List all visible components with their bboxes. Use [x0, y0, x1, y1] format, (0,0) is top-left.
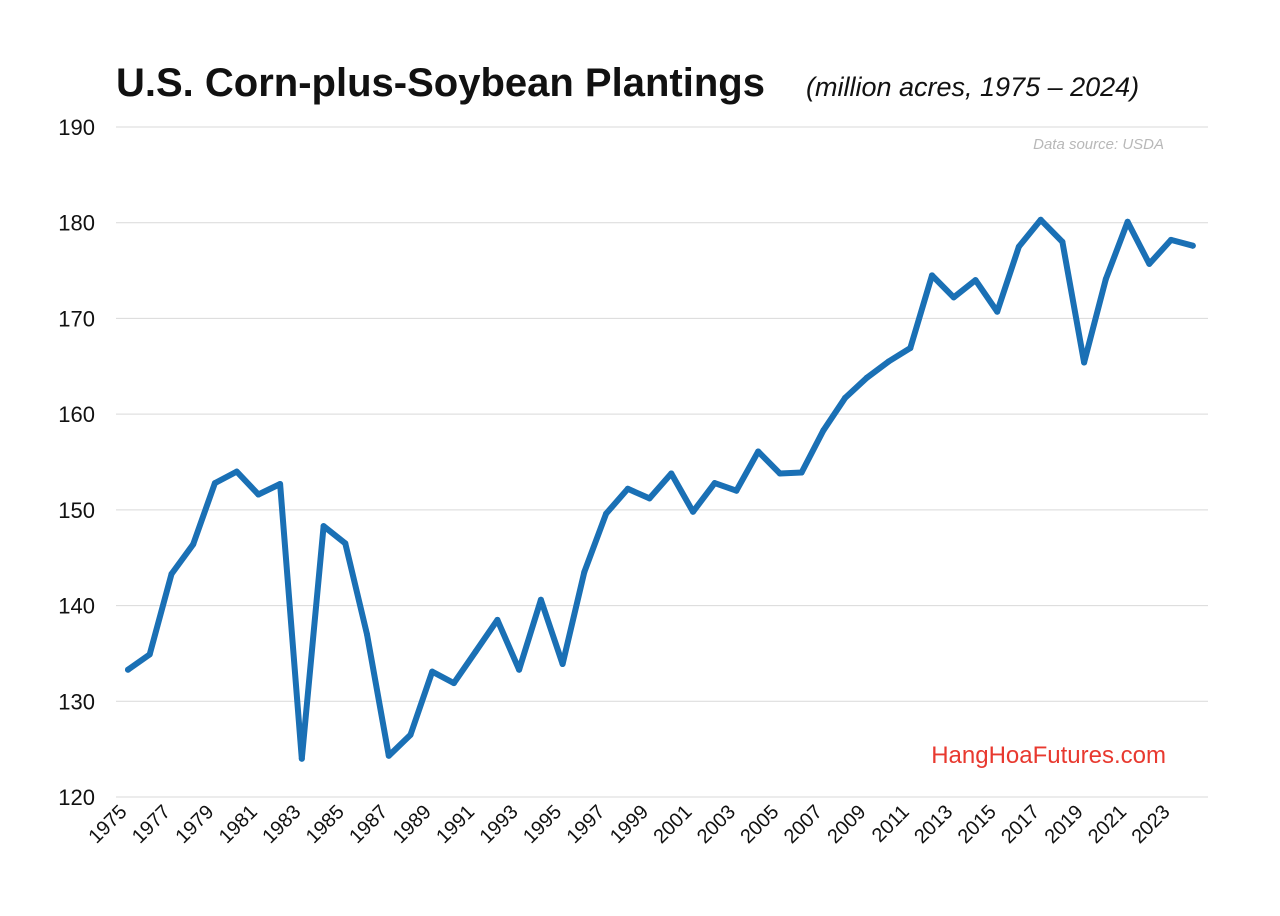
- y-tick-label: 140: [58, 594, 95, 619]
- x-tick-label: 1997: [563, 801, 610, 848]
- data-point-1992: [494, 616, 501, 623]
- x-tick-label: 2009: [823, 801, 870, 848]
- x-tick-label: 1985: [302, 801, 349, 848]
- x-tick-label: 2011: [868, 801, 914, 847]
- data-point-1979: [211, 480, 218, 487]
- data-point-1980: [233, 468, 240, 475]
- series-line: [125, 216, 1196, 762]
- data-point-2021: [1124, 218, 1131, 225]
- data-point-2003: [733, 487, 740, 494]
- x-tick-label: 2015: [954, 801, 1001, 848]
- data-point-1978: [190, 541, 197, 548]
- x-tick-label: 2017: [997, 801, 1044, 848]
- data-point-2011: [907, 345, 914, 352]
- data-point-2004: [755, 448, 762, 455]
- data-point-1997: [603, 510, 610, 517]
- data-point-2023: [1168, 236, 1174, 243]
- y-tick-label: 180: [58, 211, 95, 236]
- x-tick-label: 1981: [215, 801, 262, 848]
- data-point-1987: [385, 752, 392, 759]
- chart-title: U.S. Corn-plus-Soybean Plantings: [116, 61, 765, 105]
- data-point-1990: [450, 680, 457, 687]
- data-point-2018: [1059, 238, 1066, 245]
- data-point-1986: [364, 631, 370, 638]
- x-tick-label: 2019: [1041, 801, 1088, 848]
- data-point-1988: [407, 731, 414, 738]
- data-point-1991: [472, 648, 479, 655]
- data-point-2006: [798, 469, 805, 476]
- x-tick-label: 2013: [910, 801, 957, 848]
- data-point-1993: [516, 666, 523, 673]
- y-axis-ticks: 120 130 140 150 160 170 180 190: [58, 115, 95, 810]
- data-point-1981: [255, 491, 262, 498]
- data-point-1975: [125, 666, 131, 673]
- data-point-1984: [320, 523, 327, 530]
- data-point-2008: [842, 394, 849, 401]
- data-point-1982: [277, 481, 284, 487]
- x-tick-label: 1987: [345, 801, 392, 848]
- y-tick-label: 120: [58, 785, 95, 810]
- x-tick-label: 1977: [128, 801, 175, 848]
- data-point-2022: [1146, 260, 1153, 267]
- x-tick-label: 2005: [736, 801, 783, 848]
- y-tick-label: 150: [58, 498, 95, 523]
- y-tick-label: 170: [58, 306, 95, 331]
- data-point-1985: [342, 540, 349, 547]
- data-point-1999: [646, 495, 653, 502]
- data-point-1996: [581, 569, 588, 576]
- data-point-1998: [624, 485, 631, 492]
- x-tick-label: 1979: [171, 801, 218, 848]
- data-point-1994: [537, 596, 544, 603]
- data-point-1995: [559, 661, 566, 667]
- x-tick-label: 2007: [780, 801, 827, 848]
- chart-subtitle: (million acres, 1975 – 2024): [806, 72, 1139, 102]
- x-tick-label: 2021: [1084, 801, 1131, 848]
- data-point-2010: [885, 358, 892, 365]
- x-tick-label: 2023: [1128, 801, 1175, 848]
- x-tick-label: 1999: [606, 801, 653, 848]
- x-tick-label: 1995: [519, 801, 566, 848]
- data-point-2016: [1015, 243, 1022, 250]
- data-point-2024: [1189, 242, 1196, 249]
- x-tick-label: 2003: [693, 801, 740, 848]
- data-point-1983: [298, 755, 305, 762]
- data-point-2007: [820, 427, 827, 434]
- data-point-1989: [429, 668, 436, 675]
- x-tick-label: 1993: [476, 801, 523, 848]
- data-point-2013: [950, 294, 957, 301]
- x-axis-ticks: 1975197719791981198319851987198919911993…: [85, 801, 1175, 848]
- data-point-2002: [711, 480, 718, 487]
- x-tick-label: 1983: [258, 801, 305, 848]
- data-point-2012: [929, 272, 935, 279]
- y-tick-label: 160: [58, 402, 95, 427]
- data-point-2019: [1081, 359, 1088, 366]
- x-tick-label: 1991: [432, 801, 479, 848]
- y-tick-label: 190: [58, 115, 95, 140]
- data-point-2014: [972, 277, 979, 284]
- data-point-2001: [690, 508, 696, 515]
- data-point-2009: [863, 374, 870, 381]
- data-point-2017: [1037, 216, 1044, 223]
- watermark-text: HangHoaFutures.com: [931, 742, 1166, 769]
- x-tick-label: 2001: [649, 801, 696, 848]
- data-point-1977: [168, 571, 175, 577]
- x-tick-label: 1989: [389, 801, 436, 848]
- y-tick-label: 130: [58, 689, 95, 714]
- series-layer: [125, 216, 1196, 762]
- data-point-2015: [994, 308, 1001, 315]
- data-point-2000: [668, 470, 675, 477]
- data-point-1976: [146, 651, 153, 658]
- data-source-note: Data source: USDA: [1033, 136, 1164, 153]
- data-point-2005: [776, 470, 783, 477]
- data-point-2020: [1102, 276, 1109, 283]
